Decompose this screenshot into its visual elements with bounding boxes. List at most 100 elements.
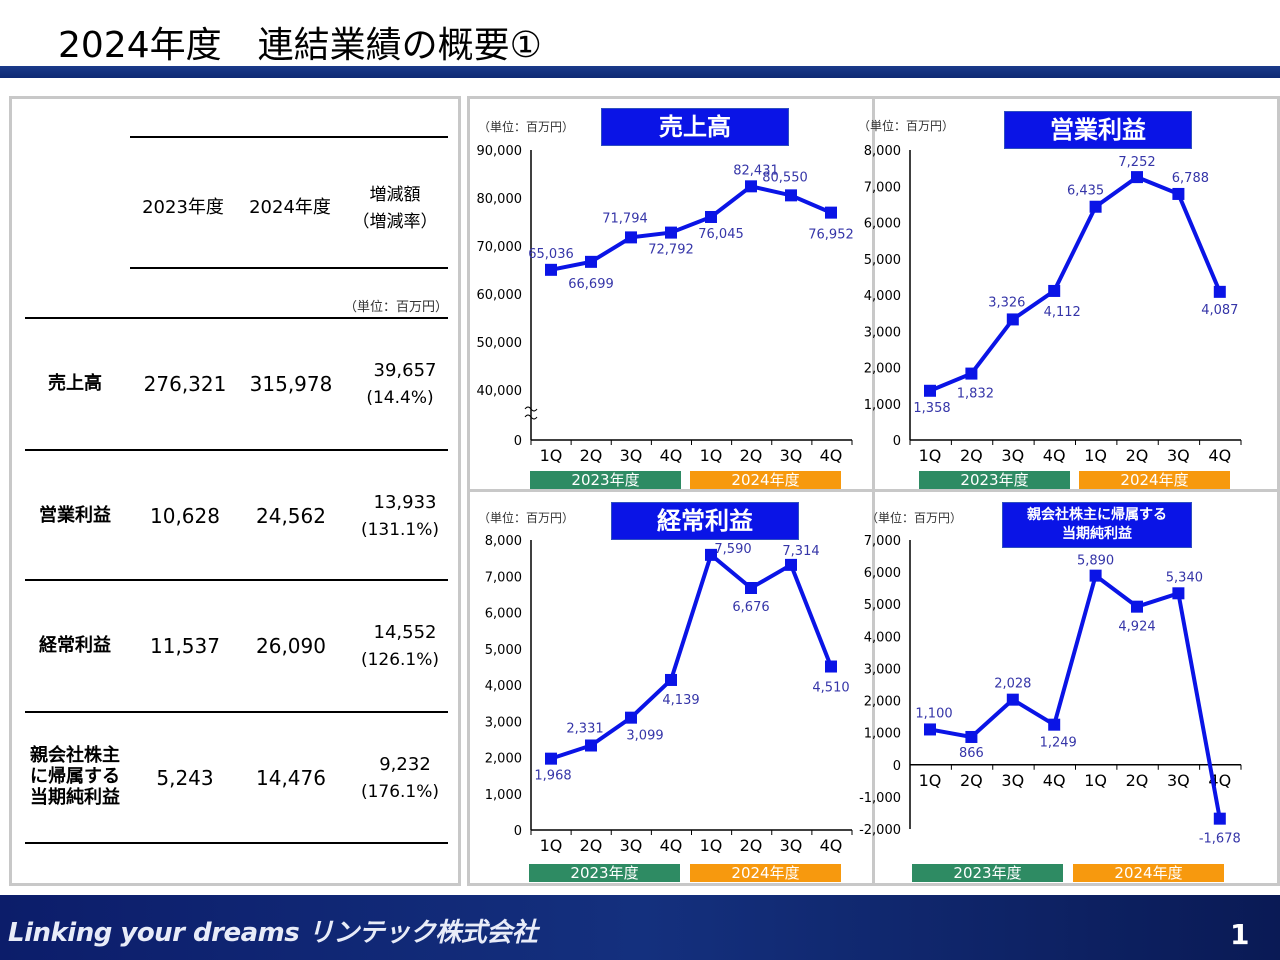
value-rate: (176.1%): [360, 782, 440, 802]
x-tick-label: 2Q: [740, 836, 763, 855]
data-label: 2,331: [566, 722, 603, 737]
series-line: [929, 572, 1222, 820]
chart-title-sales: 売上高: [601, 108, 789, 146]
y-tick-label: -1,000: [859, 791, 901, 806]
data-point: [585, 255, 597, 268]
axis-break-icon: [524, 406, 538, 420]
x-tick-label: 3Q: [1167, 771, 1190, 790]
table-unit: （単位：百万円）: [343, 300, 448, 315]
x-tick-label: 2Q: [1126, 446, 1149, 465]
data-point: [785, 189, 797, 202]
y-tick-label: 50,000: [477, 336, 523, 351]
data-point: [1089, 569, 1102, 582]
x-tick-label: 1Q: [540, 836, 563, 855]
data-point: [585, 739, 597, 752]
data-label: -1,678: [1199, 832, 1241, 847]
data-point: [1006, 313, 1019, 326]
data-point: [545, 263, 557, 276]
x-tick-label: 3Q: [620, 446, 643, 465]
data-point: [665, 673, 677, 686]
y-tick-label: 6,000: [864, 217, 901, 232]
data-point: [965, 730, 978, 743]
table-rule: [25, 711, 448, 713]
data-label: 6,676: [732, 600, 769, 615]
x-tick-label: 2Q: [580, 446, 603, 465]
y-tick-label: 5,000: [485, 643, 522, 658]
value-diff: 39,657: [373, 360, 437, 381]
y-tick-label: 8,000: [864, 144, 901, 159]
data-point: [1213, 285, 1226, 298]
data-label: 66,699: [568, 277, 614, 292]
chart-title-operating-income: 営業利益: [1004, 111, 1192, 149]
period-band-2024: 2024年度: [690, 471, 841, 489]
data-point: [825, 206, 837, 219]
data-label: 5,890: [1077, 554, 1114, 569]
data-point: [965, 367, 978, 380]
data-point: [1006, 693, 1019, 706]
data-point: [1048, 284, 1061, 297]
table-rule: [130, 136, 448, 138]
x-tick-label: 2Q: [960, 446, 983, 465]
data-point: [1172, 187, 1185, 200]
y-tick-label: 4,000: [864, 289, 901, 304]
data-label: 1,249: [1040, 736, 1077, 751]
y-tick-label: 90,000: [477, 144, 523, 159]
data-label: 4,087: [1201, 303, 1238, 318]
data-label: 3,326: [988, 295, 1025, 310]
value-2023: 11,537: [150, 634, 220, 658]
unit-label: （単位：百万円）: [478, 120, 575, 134]
data-point: [745, 180, 757, 193]
series-line: [929, 174, 1222, 393]
period-band-2024: 2024年度: [1073, 864, 1224, 882]
x-tick-label: 1Q: [700, 836, 723, 855]
period-band-2024: 2024年度: [690, 864, 841, 882]
y-tick-label: 1,000: [485, 788, 522, 803]
header-diff: 増減額: [369, 185, 421, 205]
x-tick-label: 2Q: [580, 836, 603, 855]
x-tick-label: 3Q: [620, 836, 643, 855]
value-diff: 14,552: [373, 622, 437, 643]
data-point: [745, 581, 757, 594]
table-rule: [25, 842, 448, 844]
summary-table-panel: [9, 96, 461, 886]
value-diff: 9,232: [379, 754, 431, 775]
y-tick-label: 40,000: [477, 384, 523, 399]
table-rule: [130, 267, 448, 269]
value-rate: (131.1%): [360, 520, 440, 540]
value-2023: 276,321: [143, 372, 227, 396]
data-point: [625, 231, 637, 244]
y-tick-label: 5,000: [864, 598, 901, 613]
x-tick-label: 4Q: [1043, 771, 1066, 790]
series-line: [550, 551, 833, 761]
table-rule: [25, 579, 448, 581]
value-2024: 24,562: [256, 504, 326, 528]
value-2024: 26,090: [256, 634, 326, 658]
data-label: 1,832: [957, 387, 994, 402]
data-point: [705, 548, 717, 561]
period-band-2023: 2023年度: [529, 864, 680, 882]
y-tick-label: -2,000: [859, 823, 901, 838]
x-tick-label: 4Q: [1043, 446, 1066, 465]
data-point: [545, 752, 557, 765]
y-tick-label: 1,000: [864, 727, 901, 742]
data-label: 76,952: [808, 228, 854, 243]
period-band-2023: 2023年度: [530, 471, 681, 489]
data-label: 1,358: [913, 401, 950, 416]
x-tick-label: 2Q: [1126, 771, 1149, 790]
y-tick-label: 4,000: [864, 630, 901, 645]
x-tick-label: 1Q: [1084, 446, 1107, 465]
row-label: 営業利益: [39, 505, 111, 526]
chart-title-net-income: 親会社株主に帰属する 当期純利益: [1002, 502, 1192, 548]
x-tick-label: 4Q: [820, 446, 843, 465]
data-point: [1131, 600, 1143, 613]
period-band-2024: 2024年度: [1079, 471, 1230, 489]
footer-bar: [0, 895, 1280, 960]
data-point: [1213, 812, 1226, 825]
x-tick-label: 2Q: [960, 771, 983, 790]
x-tick-label: 3Q: [780, 836, 803, 855]
data-label: 2,028: [994, 677, 1031, 692]
data-label: 4,112: [1044, 305, 1081, 320]
x-tick-label: 3Q: [1001, 446, 1024, 465]
y-tick-label: 7,000: [864, 180, 901, 195]
